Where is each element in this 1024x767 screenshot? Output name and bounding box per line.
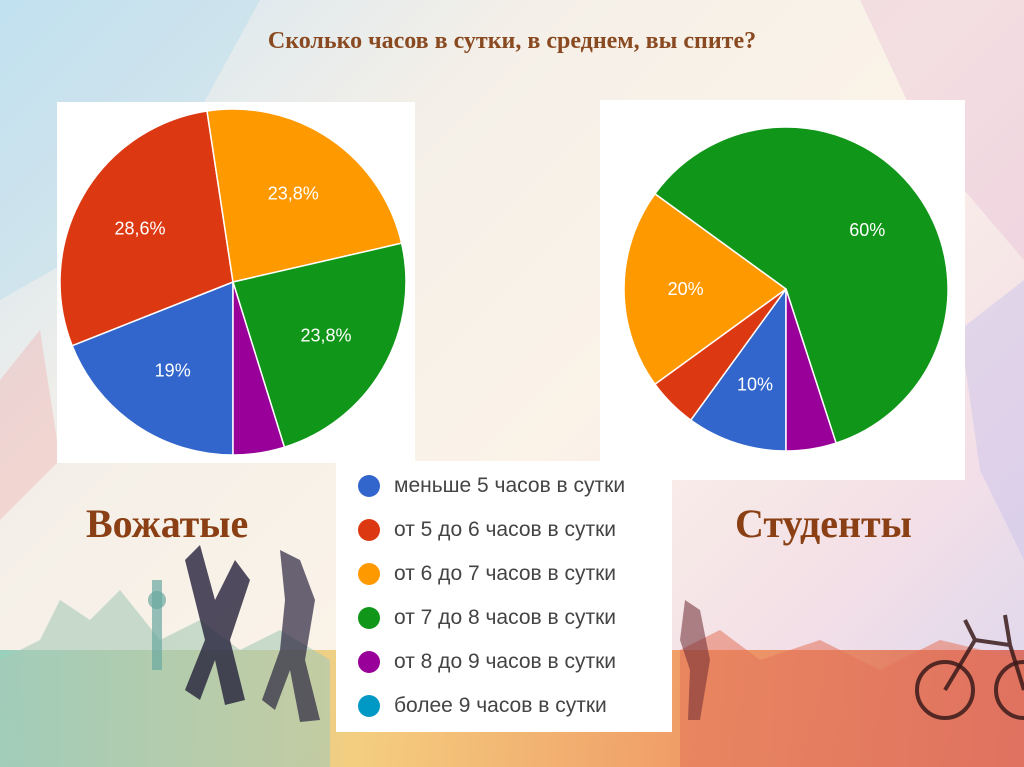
- page-title: Сколько часов в сутки, в среднем, вы спи…: [267, 28, 757, 54]
- pie-slice-counselors-less-5: [71, 280, 234, 456]
- legend-item-7-to-8: от 7 до 8 часов в сутки: [358, 603, 616, 633]
- pie-slice-counselors-5-to-6: [59, 110, 234, 347]
- legend: меньше 5 часов в сутки от 5 до 6 часов в…: [336, 461, 672, 732]
- pie-label-counselors-7-to-8: 23,8%: [300, 325, 351, 345]
- legend-item-more-9: более 9 часов в сутки: [358, 691, 607, 721]
- legend-swatch: [358, 651, 380, 673]
- pie-chart-counselors-svg: 19% 28,6% 23,8% 23,8%: [59, 108, 407, 456]
- pie-label-students-6-to-7: 20%: [668, 279, 704, 299]
- legend-swatch: [358, 563, 380, 585]
- pie-slice-students-6-to-7: [623, 192, 788, 386]
- group-label-counselors: Вожатые: [86, 501, 249, 546]
- legend-label: от 7 до 8 часов в сутки: [394, 606, 617, 629]
- pie-chart-students-svg: 10% 20% 60%: [623, 126, 949, 452]
- pie-chart-students: 10% 20% 60%: [600, 100, 965, 480]
- pie-label-counselors-6-to-7: 23,8%: [268, 183, 319, 203]
- pie-slice-students-8-to-9: [785, 288, 838, 452]
- pie-slice-students-less-5: [689, 286, 787, 452]
- legend-item-less-5: меньше 5 часов в сутки: [358, 471, 625, 501]
- legend-item-5-to-6: от 5 до 6 часов в сутки: [358, 515, 616, 545]
- pie-label-students-less-5: 10%: [737, 375, 773, 395]
- legend-swatch: [358, 475, 380, 497]
- legend-label: более 9 часов в сутки: [394, 694, 607, 717]
- legend-item-8-to-9: от 8 до 9 часов в сутки: [358, 647, 616, 677]
- legend-swatch: [358, 519, 380, 541]
- pie-slice-students-7-to-8: [653, 126, 949, 445]
- legend-label: от 6 до 7 часов в сутки: [394, 562, 617, 585]
- legend-label: от 5 до 6 часов в сутки: [394, 518, 617, 541]
- group-label-students: Студенты: [735, 501, 912, 546]
- pie-label-students-7-to-8: 60%: [849, 220, 885, 240]
- legend-label: меньше 5 часов в сутки: [394, 474, 626, 497]
- pie-chart-counselors: 19% 28,6% 23,8% 23,8%: [57, 102, 415, 463]
- pie-label-counselors-less-5: 19%: [155, 361, 191, 381]
- legend-swatch: [358, 695, 380, 717]
- legend-swatch: [358, 607, 380, 629]
- pie-slice-counselors-6-to-7: [206, 108, 403, 283]
- pie-slice-counselors-8-to-9: [232, 281, 286, 456]
- legend-item-6-to-7: от 6 до 7 часов в сутки: [358, 559, 616, 589]
- pie-slice-counselors-7-to-8: [232, 242, 407, 449]
- pie-label-counselors-5-to-6: 28,6%: [114, 219, 165, 239]
- legend-label: от 8 до 9 часов в сутки: [394, 650, 617, 673]
